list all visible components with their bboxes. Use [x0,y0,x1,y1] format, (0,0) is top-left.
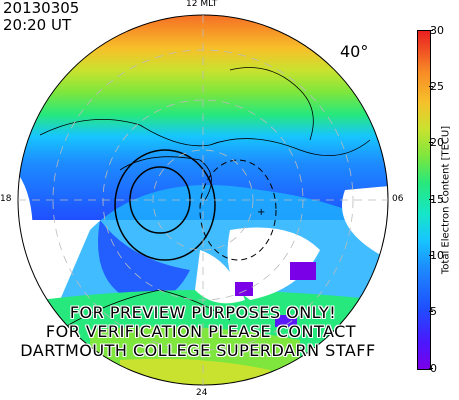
mlt-bottom-label: 24 [196,388,208,398]
colorbar-tickmark [429,368,433,369]
watermark-line-3: DARTMOUTH COLLEGE SUPERDARN STAFF [20,341,376,360]
mlt-right-label: 06 [392,194,404,204]
colorbar-tick-0: 0 [430,362,437,375]
colorbar-tick-20: 20 [430,136,444,149]
colorbar-tick-10: 10 [430,249,444,262]
svg-text:+: + [257,207,265,218]
colorbar-tick-5: 5 [430,305,437,318]
date-label: 20130305 [3,0,80,17]
watermark-line-1: FOR PREVIEW PURPOSES ONLY! [69,303,337,322]
colorbar-tick-15: 15 [430,193,444,206]
colorbar-tick-25: 25 [430,80,444,93]
colorbar-tick-30: 30 [430,24,444,37]
colorbar-tickmark [429,86,433,87]
colorbar-tickmark [429,311,433,312]
colorbar-title: Total Electron Content [TECU] [440,125,452,275]
latitude-label: 40° [340,42,369,61]
mlt-top-label: 12 MLT [186,0,218,9]
colorbar-tickmark [429,199,433,200]
colorbar-tickmark [429,142,433,143]
colorbar [417,30,431,370]
mlt-left-label: 18 [0,194,12,204]
colorbar-tickmark [429,255,433,256]
watermark-line-2: FOR VERIFICATION PLEASE CONTACT [45,322,357,341]
time-label: 20:20 UT [3,16,72,34]
colorbar-tickmark [429,30,433,31]
